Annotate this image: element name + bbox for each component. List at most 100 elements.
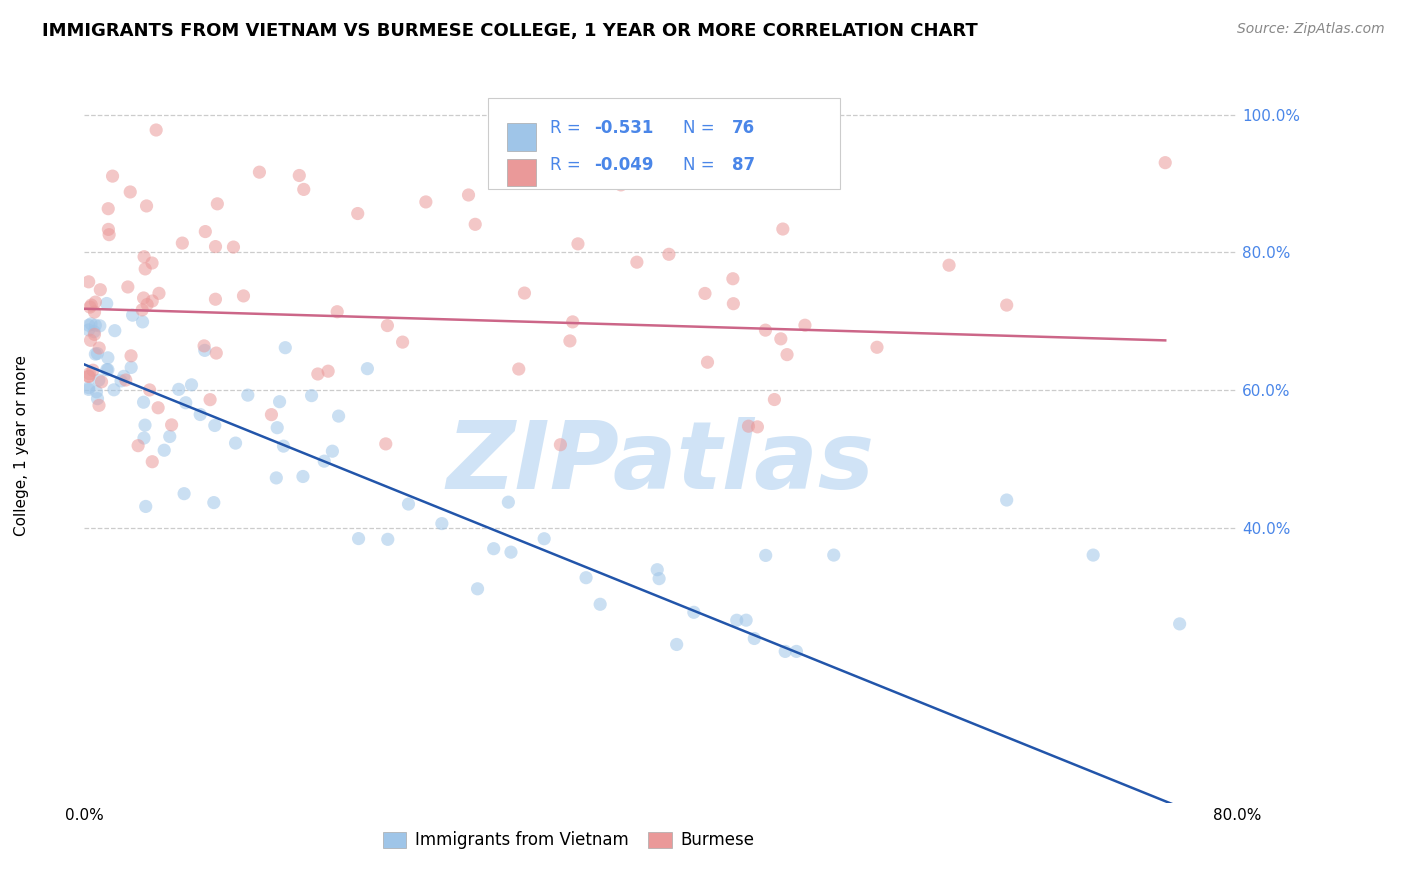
Point <box>83 325 105 339</box>
Point <box>138 383 160 397</box>
Point <box>558 334 581 348</box>
Point <box>498 495 520 509</box>
Point <box>83 305 105 319</box>
Text: R =: R = <box>550 156 586 174</box>
FancyBboxPatch shape <box>508 123 536 151</box>
Point <box>356 361 378 376</box>
Point <box>80 298 103 312</box>
Point <box>202 495 225 509</box>
Point <box>683 605 706 619</box>
Point <box>995 493 1018 508</box>
Point <box>89 283 111 297</box>
Point <box>141 256 163 270</box>
Point <box>754 323 776 337</box>
Point <box>742 632 765 646</box>
Point <box>236 388 259 402</box>
Point <box>249 165 271 179</box>
Text: -0.531: -0.531 <box>593 120 654 137</box>
Point <box>83 327 105 342</box>
Point <box>114 373 136 387</box>
Point <box>292 182 315 196</box>
Point <box>430 516 453 531</box>
Text: 76: 76 <box>733 120 755 137</box>
Text: -0.049: -0.049 <box>593 156 654 174</box>
Point <box>316 364 339 378</box>
Point <box>204 418 226 433</box>
Point <box>77 383 100 397</box>
Point <box>97 222 120 236</box>
Point <box>301 389 323 403</box>
Point <box>499 545 522 559</box>
Point <box>193 339 215 353</box>
Text: 87: 87 <box>733 156 755 174</box>
Point <box>84 318 107 333</box>
Point <box>110 374 132 388</box>
Point <box>87 373 110 387</box>
Point <box>377 318 399 333</box>
Point <box>97 351 120 365</box>
Point <box>146 401 169 415</box>
Point <box>321 444 343 458</box>
Point <box>96 362 118 376</box>
Point <box>550 438 572 452</box>
Point <box>561 315 583 329</box>
Point <box>148 286 170 301</box>
Point <box>159 429 181 443</box>
Point <box>77 381 100 395</box>
Point <box>755 549 778 563</box>
Point <box>98 227 121 242</box>
Point <box>291 469 314 483</box>
Point <box>141 455 163 469</box>
Point <box>266 420 288 434</box>
Point <box>398 497 420 511</box>
Point <box>665 638 688 652</box>
Point <box>180 377 202 392</box>
Point <box>938 258 960 272</box>
Point <box>273 439 295 453</box>
Text: IMMIGRANTS FROM VIETNAM VS BURMESE COLLEGE, 1 YEAR OR MORE CORRELATION CHART: IMMIGRANTS FROM VIETNAM VS BURMESE COLLE… <box>42 22 979 40</box>
Point <box>776 348 799 362</box>
Point <box>328 409 350 423</box>
Legend: Immigrants from Vietnam, Burmese: Immigrants from Vietnam, Burmese <box>377 824 761 856</box>
Point <box>117 280 139 294</box>
Point <box>232 289 254 303</box>
Point <box>120 349 142 363</box>
Point <box>131 315 153 329</box>
Point <box>823 548 845 562</box>
Text: ZIPatlas: ZIPatlas <box>447 417 875 509</box>
Point <box>391 335 413 350</box>
Point <box>173 486 195 500</box>
Point <box>269 394 291 409</box>
Point <box>204 292 226 306</box>
Text: N =: N = <box>683 120 720 137</box>
Point <box>84 347 107 361</box>
Point <box>101 169 124 183</box>
Point <box>645 563 668 577</box>
Point <box>121 308 143 322</box>
Point <box>533 532 555 546</box>
Point <box>167 382 190 396</box>
Point <box>721 271 744 285</box>
Point <box>120 185 142 199</box>
Point <box>626 255 648 269</box>
Point <box>866 340 889 354</box>
Point <box>693 286 716 301</box>
Point <box>747 420 769 434</box>
Point <box>508 362 530 376</box>
Point <box>153 443 176 458</box>
Point <box>134 418 156 433</box>
Point <box>346 206 368 220</box>
Point <box>97 362 120 376</box>
Point <box>86 392 108 406</box>
Point <box>772 222 794 236</box>
Point <box>575 571 598 585</box>
Point <box>735 613 758 627</box>
Point <box>482 541 505 556</box>
Point <box>1168 616 1191 631</box>
FancyBboxPatch shape <box>508 159 536 186</box>
Point <box>84 295 107 310</box>
Point <box>207 197 229 211</box>
Point <box>723 296 745 310</box>
Point <box>79 333 101 347</box>
Point <box>314 454 336 468</box>
